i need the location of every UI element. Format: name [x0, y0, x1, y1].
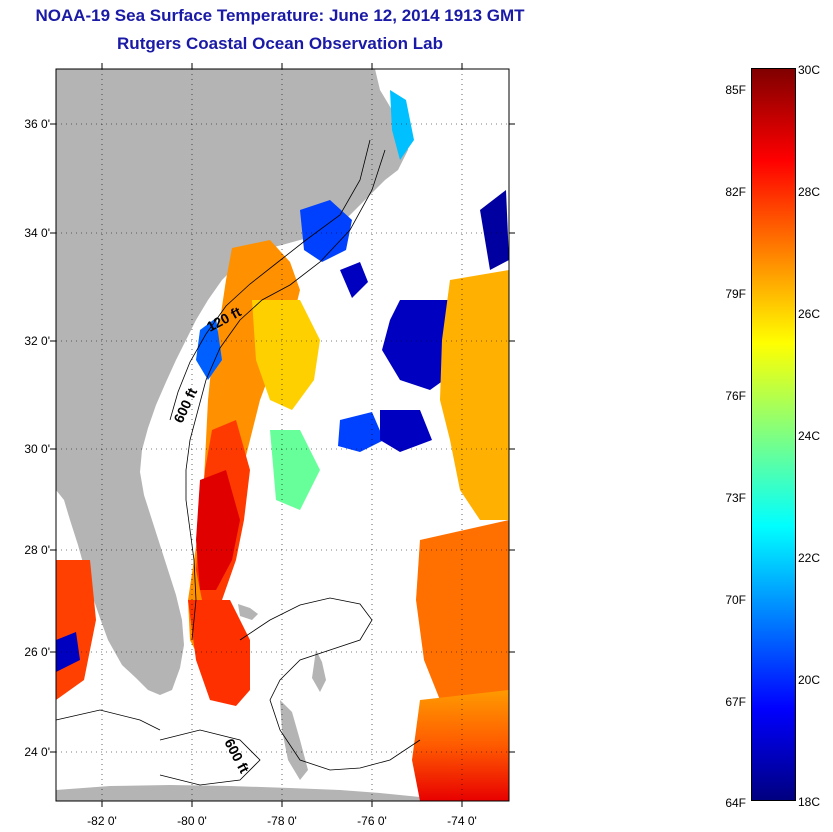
colorbar-f-label: 85F: [725, 83, 746, 97]
lon-label: -82 0': [87, 814, 117, 828]
colorbar-f-label: 79F: [725, 287, 746, 301]
land-bahamas-3: [238, 604, 258, 620]
sst-patches: [56, 90, 509, 801]
colorbar-c-label: 28C: [798, 185, 821, 199]
lat-label: 28 0': [24, 543, 50, 557]
colorbar-c-label: 22C: [798, 551, 821, 565]
lon-label: -80 0': [177, 814, 207, 828]
colorbar-c-label: 24C: [798, 429, 821, 443]
lat-label: 36 0': [24, 117, 50, 131]
map-title: NOAA-19 Sea Surface Temperature: June 12…: [35, 6, 525, 25]
lon-label: -76 0': [357, 814, 387, 828]
colorbar-f-label: 76F: [725, 389, 746, 403]
colorbar-f-label: 64F: [725, 796, 746, 810]
temperature-colorbar: [751, 68, 796, 801]
colorbar-c-label: 30C: [798, 63, 821, 77]
lat-label: 24 0': [24, 745, 50, 759]
colorbar-c-label: 20C: [798, 673, 821, 687]
lat-label: 32 0': [24, 334, 50, 348]
bathymetry-contours: [55, 139, 421, 786]
frame-ticks: [50, 63, 515, 807]
lat-label: 26 0': [24, 645, 50, 659]
colorbar-f-label: 82F: [725, 185, 746, 199]
lat-label: 34 0': [24, 226, 50, 240]
colorbar-c-label: 26C: [798, 307, 821, 321]
lon-label: -74 0': [447, 814, 477, 828]
colorbar-c-label: 18C: [798, 795, 821, 809]
colorbar-f-label: 73F: [725, 491, 746, 505]
grid-lines: [56, 69, 509, 801]
colorbar-f-label: 67F: [725, 695, 746, 709]
land-cuba: [56, 785, 440, 801]
map-subtitle: Rutgers Coastal Ocean Observation Lab: [117, 34, 443, 53]
colorbar-f-label: 70F: [725, 593, 746, 607]
lat-label: 30 0': [24, 442, 50, 456]
land-bahamas-2: [312, 650, 326, 692]
lon-label: -78 0': [267, 814, 297, 828]
